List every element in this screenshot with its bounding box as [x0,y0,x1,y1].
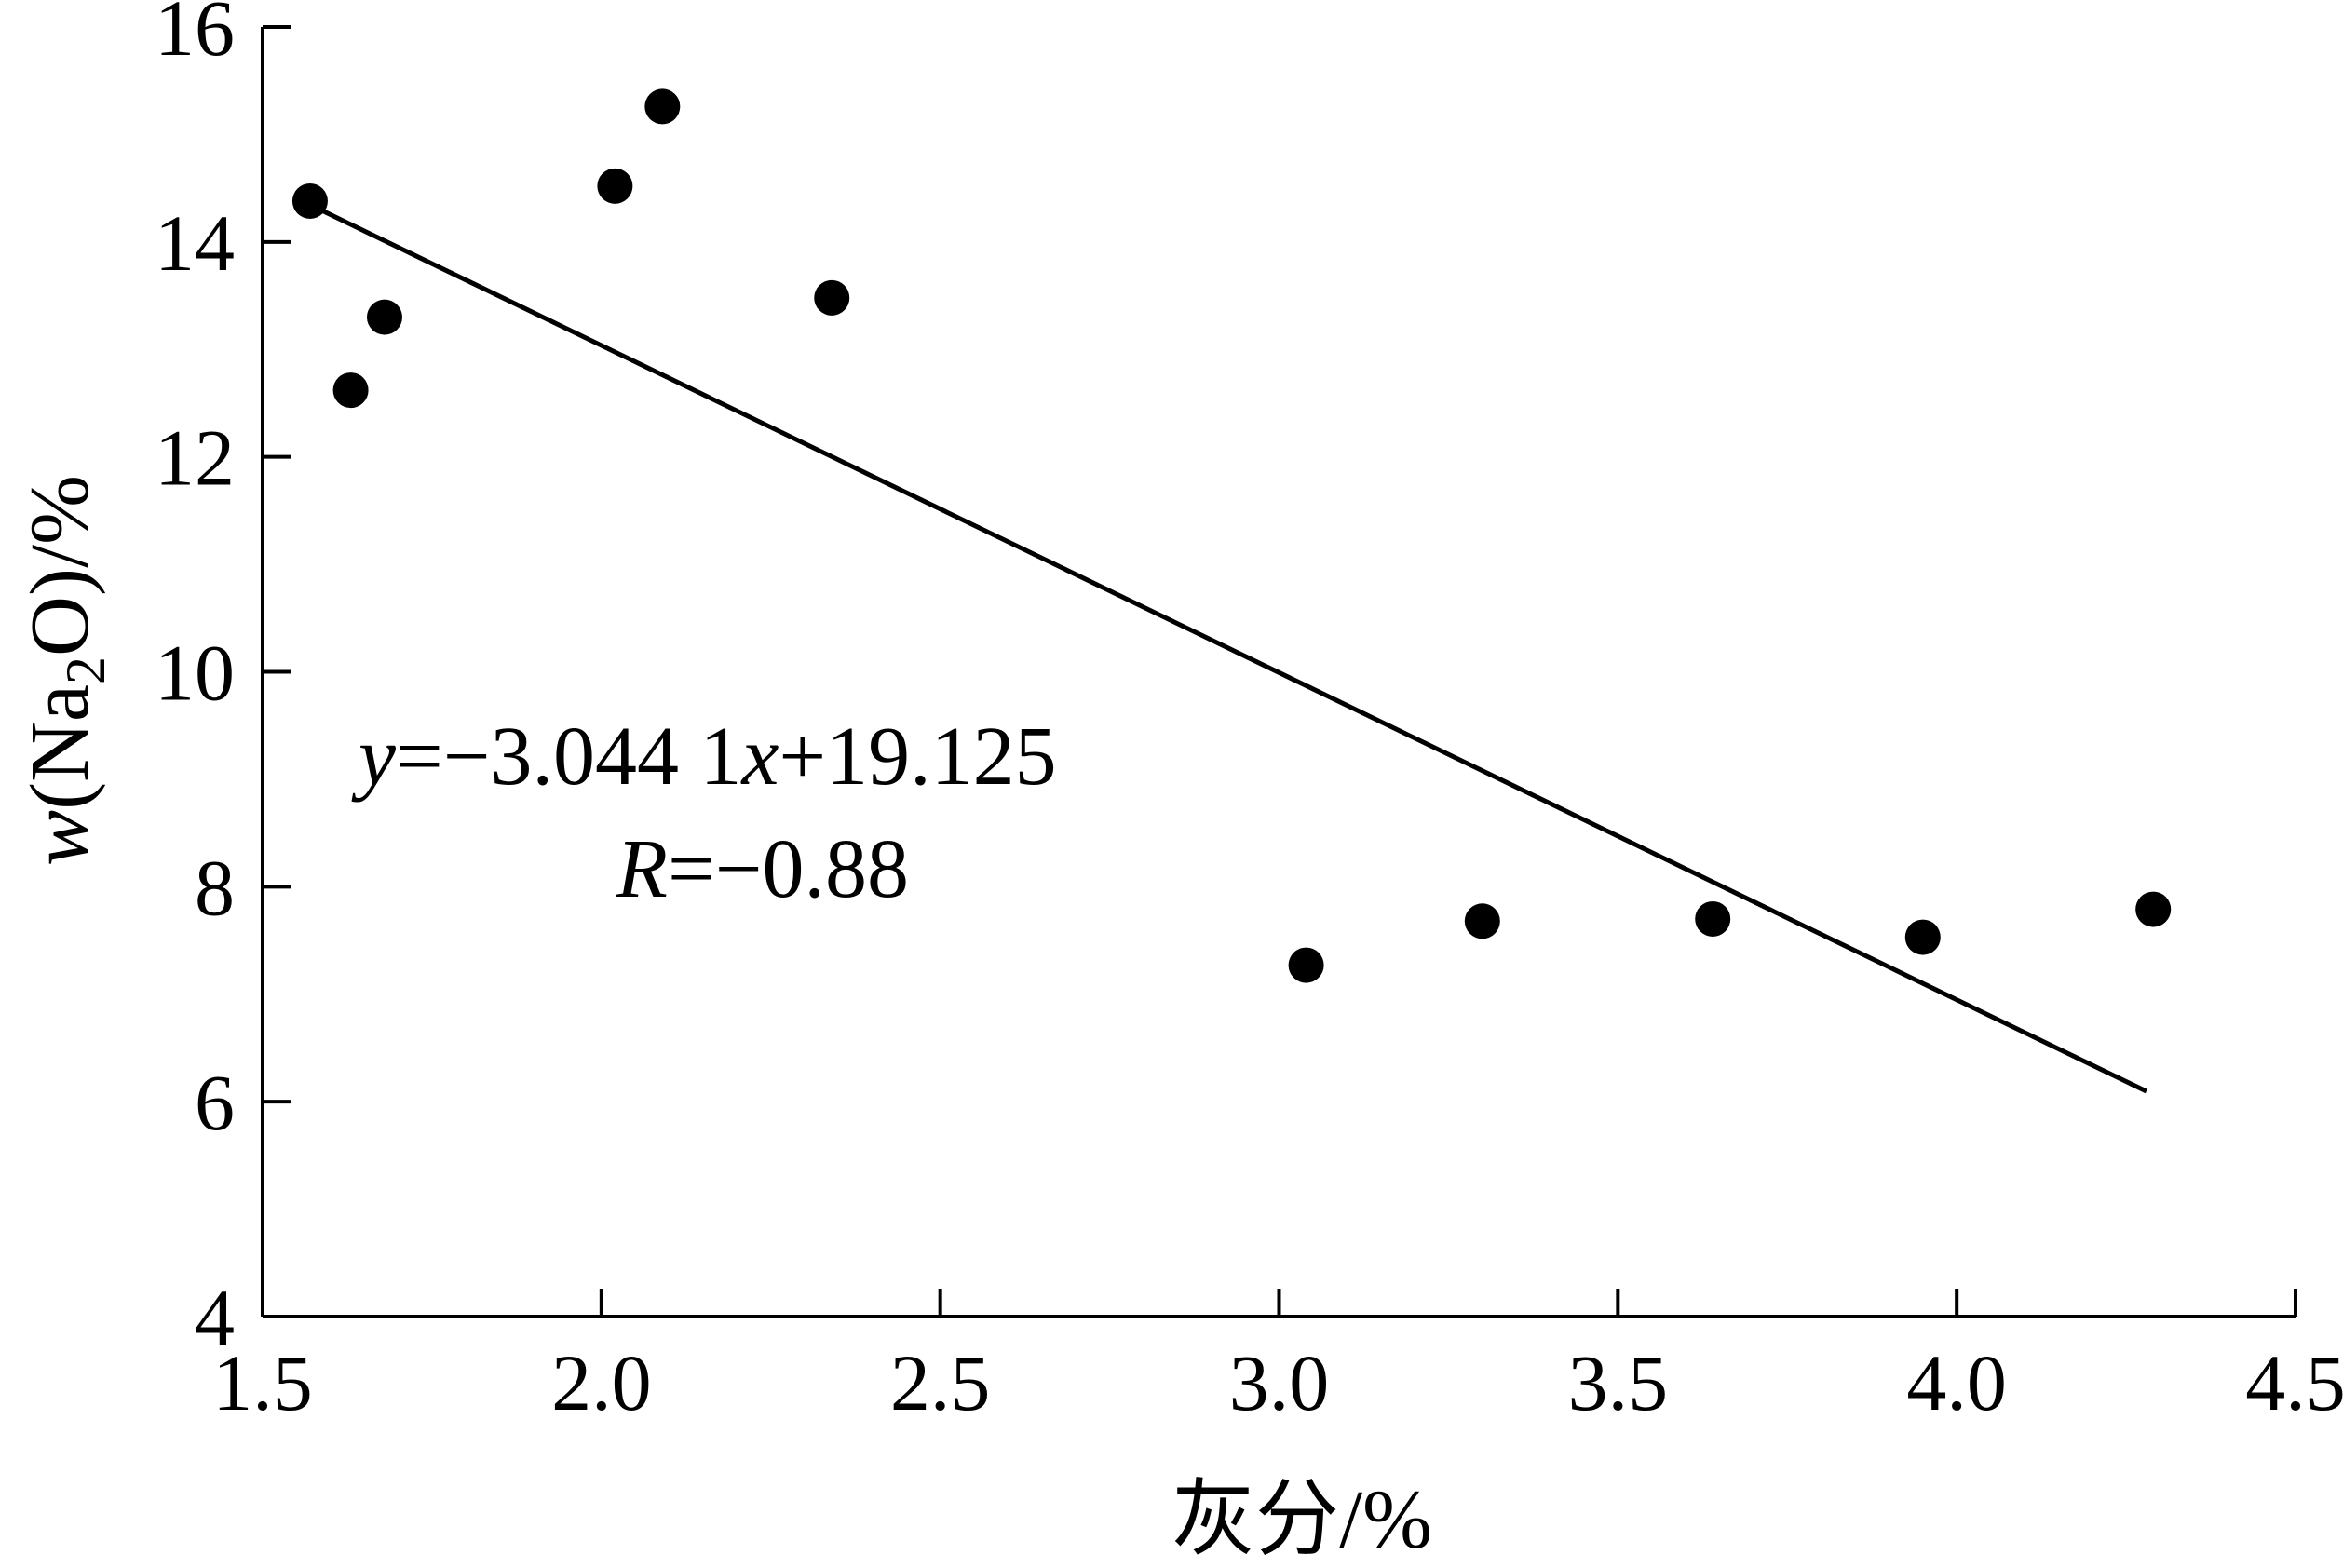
data-point [1464,903,1500,939]
y-tick-label: 14 [155,198,235,288]
y-tick-label: 12 [155,413,235,503]
fit-line-group [308,202,2148,1094]
y-tick-label: 8 [195,843,235,932]
x-tick-label: 4.0 [1906,1338,2007,1427]
y-tick-label: 16 [155,0,235,73]
y-tick-label: 10 [155,629,235,718]
r-value: =−0.88 [668,823,909,915]
axes: 4 6 8 10 12 14 16 1.5 2.0 2.5 3.0 3.5 4.0 4.5 [155,0,2343,1427]
data-point [814,279,850,316]
equation-var-x: x [739,710,779,803]
data-point [1904,919,1941,955]
data-point [644,88,681,125]
x-tick-label: 2.0 [551,1338,652,1427]
regression-line [308,202,2148,1094]
y-tick-label: 4 [195,1273,235,1362]
regression-equation: y=−3.044 1x+19.125 [351,710,1057,803]
data-point [366,299,402,335]
y-axis-label-open: (Na [14,684,106,810]
x-tick-label: 4.5 [2245,1338,2343,1427]
data-point [1288,947,1324,983]
r-var: R [616,823,668,915]
equation-part2: +19.125 [779,710,1056,803]
x-tick-label: 2.5 [890,1338,991,1427]
y-axis-label-sub: 2 [55,656,116,684]
x-tick-label: 3.5 [1568,1338,1669,1427]
data-point [1695,900,1731,937]
equation-var-y: y [351,710,396,803]
correlation-coefficient: R=−0.88 [616,823,909,915]
data-points [291,88,2172,983]
x-tick-label: 1.5 [212,1338,313,1427]
y-tick-label: 6 [195,1058,235,1147]
data-point [332,372,369,409]
y-axis-label-prefix: w [14,810,106,866]
x-tick-label: 3.0 [1229,1338,1330,1427]
x-axis-label: 灰分/% [1172,1474,1432,1563]
y-axis-label: w(Na2O)/% [14,475,116,866]
y-axis-label-close: O)/% [14,475,106,656]
data-point [2135,891,2172,927]
data-point [597,168,633,204]
equation-part1: =−3.044 1 [396,710,742,803]
data-point [291,182,328,219]
